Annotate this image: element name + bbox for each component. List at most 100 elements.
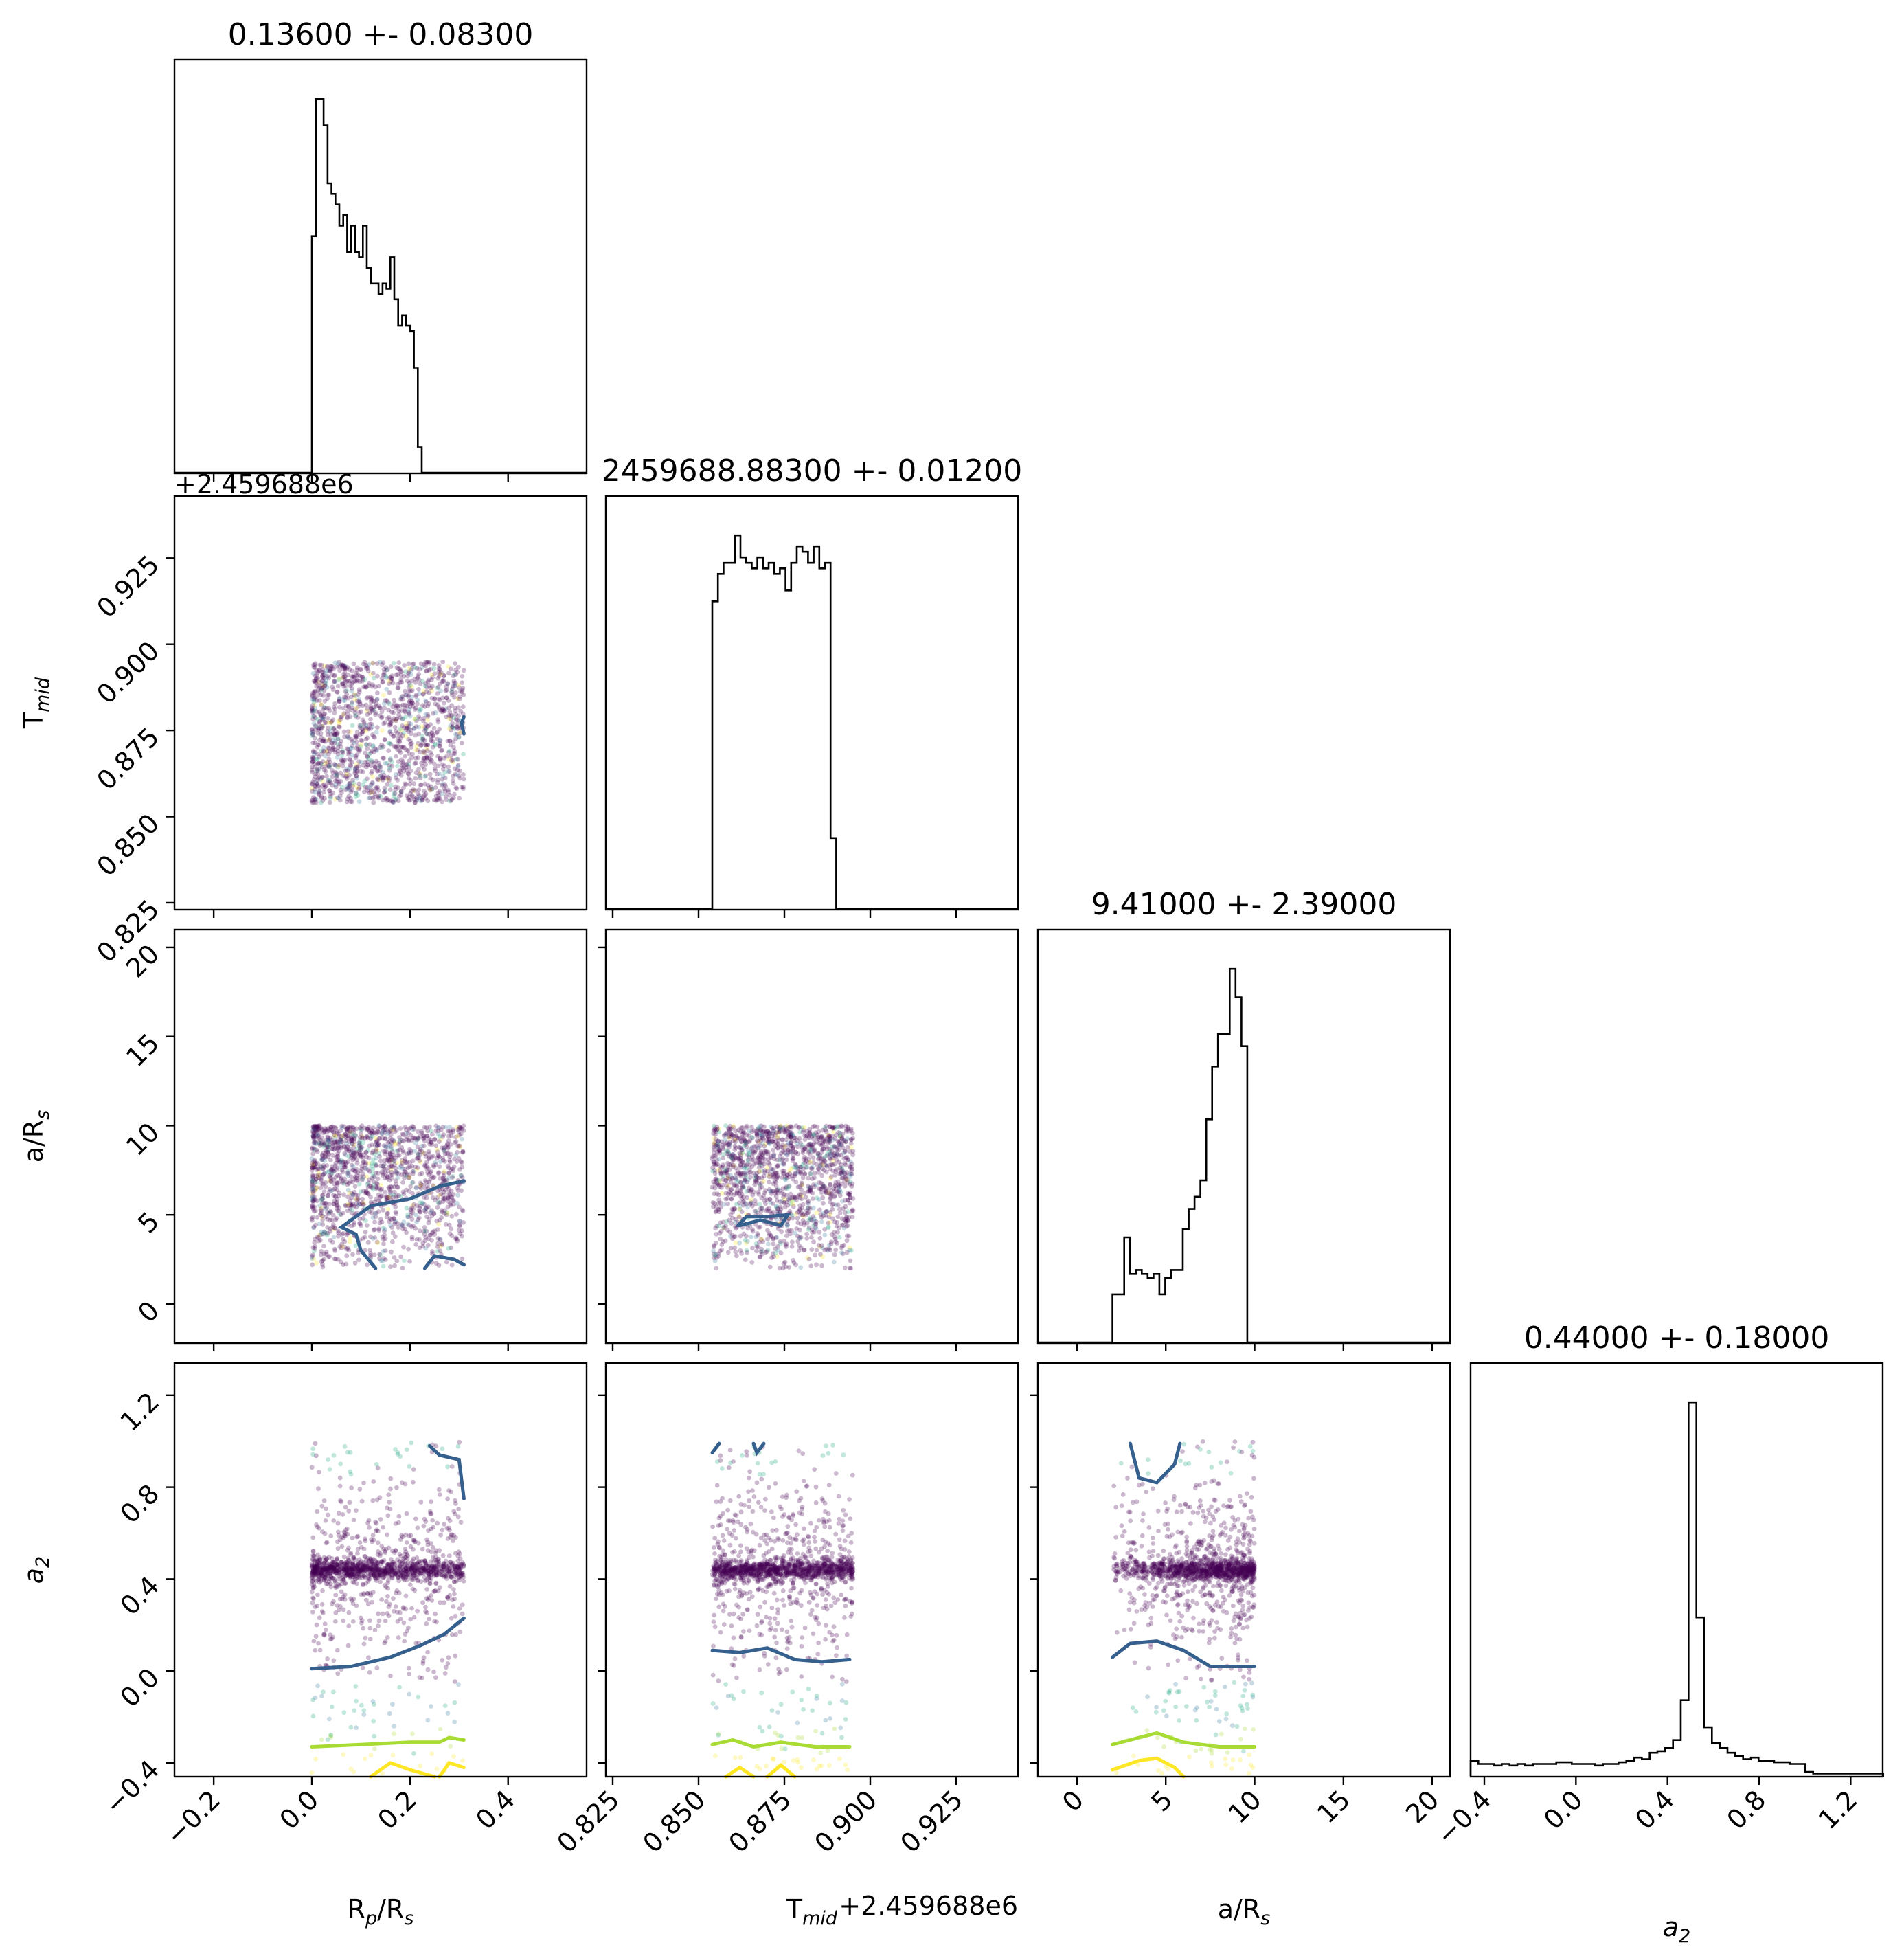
scatter-point [356,1149,362,1154]
scatter-point [418,707,424,712]
scatter-point [359,667,364,672]
scatter-point [754,1131,760,1136]
scatter-point [734,1253,739,1259]
scatter-point [356,687,362,693]
scatter-point [819,1190,824,1195]
scatter-point [826,1225,831,1230]
scatter-point [387,1216,393,1222]
scatter-point [315,776,321,781]
scatter-point [320,707,326,712]
scatter-point [335,1173,340,1178]
scatter-point [395,682,400,687]
scatter-point [449,712,454,718]
scatter-point [343,683,348,688]
scatter-point [317,698,322,704]
scatter-point [745,1226,751,1231]
scatter-point [360,703,365,708]
scatter-point [348,796,353,801]
scatter-point [364,742,370,747]
scatter-point [420,733,425,739]
scatter-point [319,678,325,684]
scatter-point [400,759,405,764]
scatter-point [414,796,420,802]
scatter-point [341,695,347,700]
scatter-point [393,798,398,803]
scatter-point [423,796,429,801]
scatter-point [850,1196,856,1201]
scatter-point [383,1151,388,1157]
scatter-point [315,768,321,773]
scatter-point [326,778,332,783]
scatter-point [313,783,318,788]
scatter-point [355,793,361,798]
scatter-point [765,1228,770,1233]
scatter-point [460,1149,465,1155]
scatter-point [386,708,392,713]
scatter-point [353,791,359,796]
scatter-point [413,1213,419,1217]
scatter-point [354,667,360,673]
scatter-point [309,728,315,732]
scatter-point [342,677,348,682]
scatter-point [309,705,315,710]
scatter-point [313,1141,319,1147]
scatter-point [329,725,335,730]
scatter-point [329,767,335,773]
scatter-point [313,772,318,776]
scatter-point [337,724,342,730]
scatter-point [432,671,438,676]
scatter-point [738,1151,743,1157]
scatter-point [387,717,393,723]
scatter-point [435,777,440,783]
scatter-point [440,677,446,683]
scatter-point [431,798,437,803]
scatter-point [393,784,398,789]
scatter-point [424,1163,429,1169]
scatter-point [424,746,429,752]
scatter-point [403,688,408,694]
scatter-point [348,1147,353,1152]
scatter-point [374,786,380,791]
scatter-point [313,756,319,762]
scatter-point [310,1179,315,1184]
scatter-point [811,1196,815,1201]
scatter-point [459,785,464,790]
scatter-point [350,1125,355,1130]
scatter-point [374,697,380,702]
scatter-point [372,1746,377,1751]
scatter-point [421,688,427,694]
scatter-point [418,1182,423,1188]
scatter-point [435,717,441,722]
scatter-point [417,666,422,672]
scatter-point [436,666,442,671]
scatter-point [432,1136,438,1142]
scatter-point [797,1195,802,1200]
scatter-point [440,1446,445,1452]
scatter-point [379,714,385,719]
scatter-point [388,1164,394,1169]
scatter-point [748,1197,753,1202]
scatter-point [332,732,337,737]
scatter-point [419,724,424,729]
scatter-point [407,751,411,756]
scatter-point [324,678,328,684]
scatter-point [310,800,315,805]
scatter-point [429,787,434,792]
scatter-point [347,1500,352,1505]
scatter-point [323,1184,328,1189]
scatter-point [451,715,457,721]
scatter-point [387,728,393,734]
scatter-point [325,732,330,738]
scatter-point [767,1171,773,1176]
scatter-point [762,1144,767,1149]
scatter-point [348,745,353,751]
scatter-point [376,1171,381,1176]
scatter-point [314,709,319,714]
scatter-point [314,673,319,678]
scatter-point [327,1254,332,1259]
scatter-point [440,777,445,782]
scatter-point [460,688,465,693]
scatter-point [367,1183,372,1189]
scatter-point [368,695,374,700]
scatter-point [336,724,341,729]
